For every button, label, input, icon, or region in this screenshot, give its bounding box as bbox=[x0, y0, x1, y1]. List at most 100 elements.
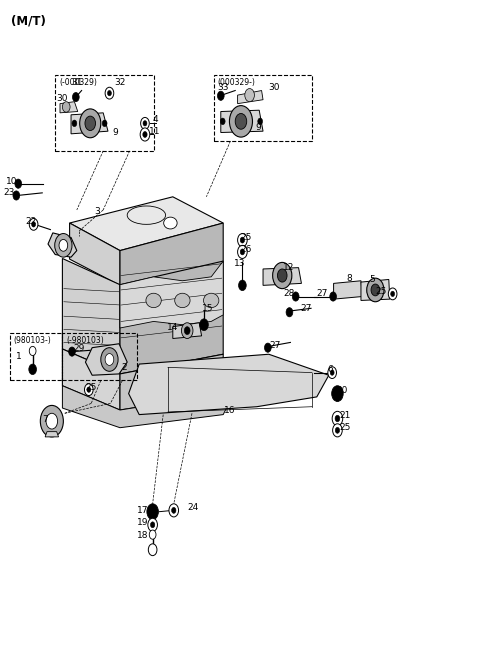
Text: 14: 14 bbox=[167, 323, 179, 333]
Text: 16: 16 bbox=[224, 406, 235, 415]
Circle shape bbox=[143, 131, 147, 138]
Circle shape bbox=[217, 91, 224, 100]
Text: 23: 23 bbox=[4, 188, 15, 197]
Polygon shape bbox=[120, 223, 223, 285]
Text: 27: 27 bbox=[300, 304, 312, 313]
Circle shape bbox=[240, 249, 244, 255]
Circle shape bbox=[184, 327, 190, 335]
Circle shape bbox=[229, 106, 252, 137]
Polygon shape bbox=[48, 233, 77, 257]
Ellipse shape bbox=[164, 217, 177, 229]
Circle shape bbox=[72, 120, 77, 127]
Polygon shape bbox=[120, 261, 223, 328]
Polygon shape bbox=[62, 386, 230, 428]
Text: 2: 2 bbox=[121, 363, 127, 372]
Circle shape bbox=[172, 508, 176, 513]
Text: 30: 30 bbox=[268, 83, 279, 92]
Text: 25: 25 bbox=[85, 382, 97, 392]
Polygon shape bbox=[85, 344, 127, 375]
Text: 9: 9 bbox=[112, 128, 118, 137]
Polygon shape bbox=[173, 323, 202, 338]
Text: 27: 27 bbox=[270, 340, 281, 350]
Text: 8: 8 bbox=[347, 274, 352, 283]
Text: (M/T): (M/T) bbox=[11, 14, 46, 28]
Polygon shape bbox=[221, 110, 263, 133]
Circle shape bbox=[62, 102, 70, 112]
Text: 27: 27 bbox=[317, 289, 328, 298]
Text: 5: 5 bbox=[370, 275, 375, 284]
Text: 32: 32 bbox=[114, 78, 126, 87]
Text: 4: 4 bbox=[153, 115, 158, 124]
Ellipse shape bbox=[146, 293, 161, 308]
Circle shape bbox=[169, 504, 179, 517]
Circle shape bbox=[147, 504, 158, 520]
Circle shape bbox=[101, 348, 118, 371]
Text: (000329-): (000329-) bbox=[217, 78, 255, 87]
Polygon shape bbox=[60, 102, 78, 113]
Circle shape bbox=[105, 354, 114, 365]
Text: 25: 25 bbox=[375, 287, 387, 296]
Circle shape bbox=[235, 113, 247, 129]
Circle shape bbox=[149, 530, 156, 539]
Circle shape bbox=[333, 424, 342, 437]
Circle shape bbox=[200, 319, 208, 331]
Circle shape bbox=[238, 245, 247, 258]
Polygon shape bbox=[45, 432, 59, 437]
Circle shape bbox=[371, 284, 380, 296]
Text: 17: 17 bbox=[137, 506, 148, 515]
Text: 31: 31 bbox=[71, 78, 83, 87]
Circle shape bbox=[72, 92, 79, 102]
Bar bbox=[10, 333, 62, 380]
Circle shape bbox=[29, 346, 36, 356]
Circle shape bbox=[330, 370, 334, 375]
Text: (-980103): (-980103) bbox=[66, 336, 104, 345]
Ellipse shape bbox=[204, 293, 219, 308]
Circle shape bbox=[85, 116, 96, 131]
Text: 20: 20 bbox=[336, 386, 348, 396]
Circle shape bbox=[46, 413, 58, 429]
Text: 29: 29 bbox=[73, 344, 84, 354]
Text: 26: 26 bbox=[240, 245, 252, 254]
Circle shape bbox=[140, 128, 150, 141]
Polygon shape bbox=[70, 223, 120, 285]
Circle shape bbox=[87, 387, 91, 392]
Circle shape bbox=[238, 234, 247, 247]
Text: 15: 15 bbox=[202, 304, 213, 313]
Polygon shape bbox=[70, 197, 223, 251]
Circle shape bbox=[15, 179, 22, 188]
Circle shape bbox=[277, 269, 287, 282]
Circle shape bbox=[330, 292, 336, 301]
Text: 11: 11 bbox=[149, 127, 160, 136]
Polygon shape bbox=[361, 279, 390, 300]
Polygon shape bbox=[120, 354, 223, 410]
Text: 28: 28 bbox=[283, 289, 295, 298]
Text: 22: 22 bbox=[25, 217, 36, 226]
Bar bbox=[62, 333, 137, 380]
Polygon shape bbox=[120, 261, 223, 374]
Circle shape bbox=[332, 411, 343, 426]
Polygon shape bbox=[62, 349, 120, 410]
Circle shape bbox=[335, 415, 340, 422]
Polygon shape bbox=[62, 258, 120, 374]
Polygon shape bbox=[71, 113, 108, 134]
Polygon shape bbox=[263, 268, 301, 285]
Circle shape bbox=[240, 237, 244, 243]
Circle shape bbox=[69, 347, 75, 356]
Text: 24: 24 bbox=[187, 503, 198, 512]
Text: 25: 25 bbox=[340, 423, 351, 432]
Circle shape bbox=[258, 118, 263, 125]
Text: 13: 13 bbox=[234, 259, 246, 268]
Text: 7: 7 bbox=[42, 415, 48, 424]
Ellipse shape bbox=[127, 206, 166, 224]
Circle shape bbox=[108, 91, 111, 96]
Polygon shape bbox=[238, 91, 263, 104]
Circle shape bbox=[239, 280, 246, 291]
Circle shape bbox=[40, 405, 63, 437]
Text: 12: 12 bbox=[283, 263, 295, 272]
Circle shape bbox=[29, 218, 38, 230]
Circle shape bbox=[84, 384, 93, 396]
Circle shape bbox=[13, 191, 20, 200]
Circle shape bbox=[245, 89, 254, 102]
Circle shape bbox=[141, 117, 149, 129]
Text: (-000329): (-000329) bbox=[59, 78, 97, 87]
